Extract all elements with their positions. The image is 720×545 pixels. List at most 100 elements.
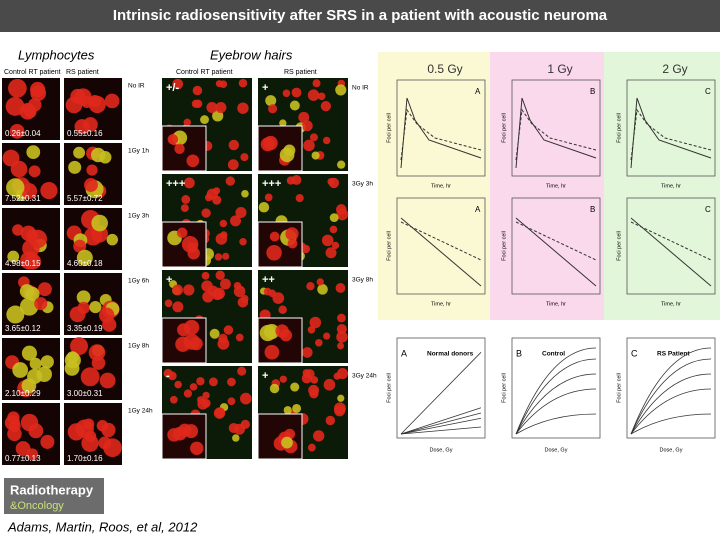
nucleus: [196, 377, 205, 386]
nucleus: [263, 287, 272, 296]
foci-score: +: [262, 370, 268, 382]
nucleus: [83, 227, 103, 246]
dose-curve: [630, 347, 712, 435]
nucleus: [6, 178, 25, 197]
nucleus: [285, 227, 299, 241]
trend-line: [630, 108, 712, 161]
foci-value: 1.70±0.16: [67, 454, 103, 463]
nucleus: [298, 111, 310, 123]
trend-line: [630, 217, 712, 287]
foci-value: 2.10±0.29: [5, 389, 41, 398]
nucleus: [25, 286, 40, 301]
nucleus: [167, 371, 177, 381]
lymph-heading: Lymphocytes: [18, 47, 95, 62]
nucleus: [180, 204, 189, 213]
nucleus: [40, 434, 55, 449]
dose-curve: [515, 358, 597, 435]
nucleus: [289, 100, 300, 111]
nucleus: [30, 85, 47, 102]
column-label: RS patient: [284, 69, 317, 76]
nucleus: [101, 422, 116, 438]
foci-value: 0.26±0.04: [5, 129, 41, 138]
dose-label: 1Gy 8h: [128, 343, 149, 350]
nucleus: [283, 406, 292, 415]
nucleus: [279, 147, 295, 163]
foci-value: 0.77±0.13: [5, 454, 41, 463]
nucleus: [183, 284, 195, 296]
nucleus: [237, 102, 249, 114]
panel-title: Control: [542, 351, 565, 358]
nucleus: [308, 384, 320, 396]
nucleus: [26, 145, 41, 160]
nucleus: [21, 345, 37, 361]
dose-curve: [400, 417, 482, 435]
nucleus: [104, 93, 120, 109]
nucleus: [89, 300, 102, 314]
bg-pink: [490, 52, 604, 320]
nucleus: [200, 115, 209, 125]
nucleus: [215, 407, 226, 418]
plot-frame: [511, 79, 601, 177]
nucleus: [306, 282, 315, 291]
nucleus: [291, 87, 302, 98]
axis-label: Foci per cell: [501, 373, 507, 403]
nucleus: [309, 133, 318, 142]
nucleus: [279, 329, 293, 342]
nucleus: [220, 278, 231, 290]
nucleus: [204, 193, 213, 202]
nucleus: [74, 88, 92, 106]
nucleus: [181, 195, 191, 204]
nucleus: [333, 372, 341, 380]
nucleus: [40, 181, 58, 200]
axis-label: Time, hr: [661, 183, 681, 189]
nucleus: [264, 193, 273, 202]
nucleus: [80, 367, 100, 387]
nucleus: [336, 208, 349, 221]
trend-line: [400, 97, 482, 169]
chart-column-title: 0.5 Gy: [427, 62, 462, 76]
panel-letter: B: [590, 87, 595, 96]
nucleus: [258, 201, 270, 213]
plot-frame: [396, 79, 486, 177]
nucleus: [219, 80, 228, 89]
bg-green: [604, 52, 720, 320]
nucleus: [218, 333, 228, 344]
nucleus: [227, 397, 236, 406]
nucleus: [325, 247, 337, 259]
nucleus: [2, 149, 20, 167]
nucleus: [336, 331, 348, 343]
nucleus: [66, 351, 79, 364]
foci-score: +/-: [166, 82, 179, 94]
nucleus: [331, 241, 340, 250]
dose-curve: [400, 426, 482, 435]
foci-value: 4.60±0.18: [67, 259, 103, 268]
nucleus: [237, 297, 249, 308]
nucleus: [172, 301, 184, 313]
nucleus: [15, 441, 31, 457]
nucleus: [207, 285, 219, 297]
nucleus: [269, 383, 280, 394]
axis-label: Foci per cell: [501, 231, 507, 261]
nucleus: [191, 99, 200, 108]
nucleus: [316, 278, 324, 286]
nucleus: [313, 430, 325, 442]
nucleus: [12, 224, 24, 236]
nucleus: [24, 253, 42, 270]
nucleus: [337, 394, 345, 402]
axis-label: Foci per cell: [616, 231, 622, 261]
nucleus: [323, 378, 336, 391]
nucleus: [336, 324, 347, 335]
nucleus: [309, 316, 322, 329]
citation: Adams, Martin, Roos, et al, 2012: [7, 519, 198, 534]
nucleus: [209, 328, 220, 339]
dose-label: 1Gy 6h: [128, 278, 149, 285]
dose-label: 1Gy 3h: [128, 213, 149, 220]
nucleus: [90, 147, 106, 163]
trend-line: [515, 217, 597, 287]
nucleus: [7, 426, 22, 442]
axis-label: Foci per cell: [616, 373, 622, 403]
nucleus: [175, 336, 191, 352]
nucleus: [223, 325, 234, 335]
